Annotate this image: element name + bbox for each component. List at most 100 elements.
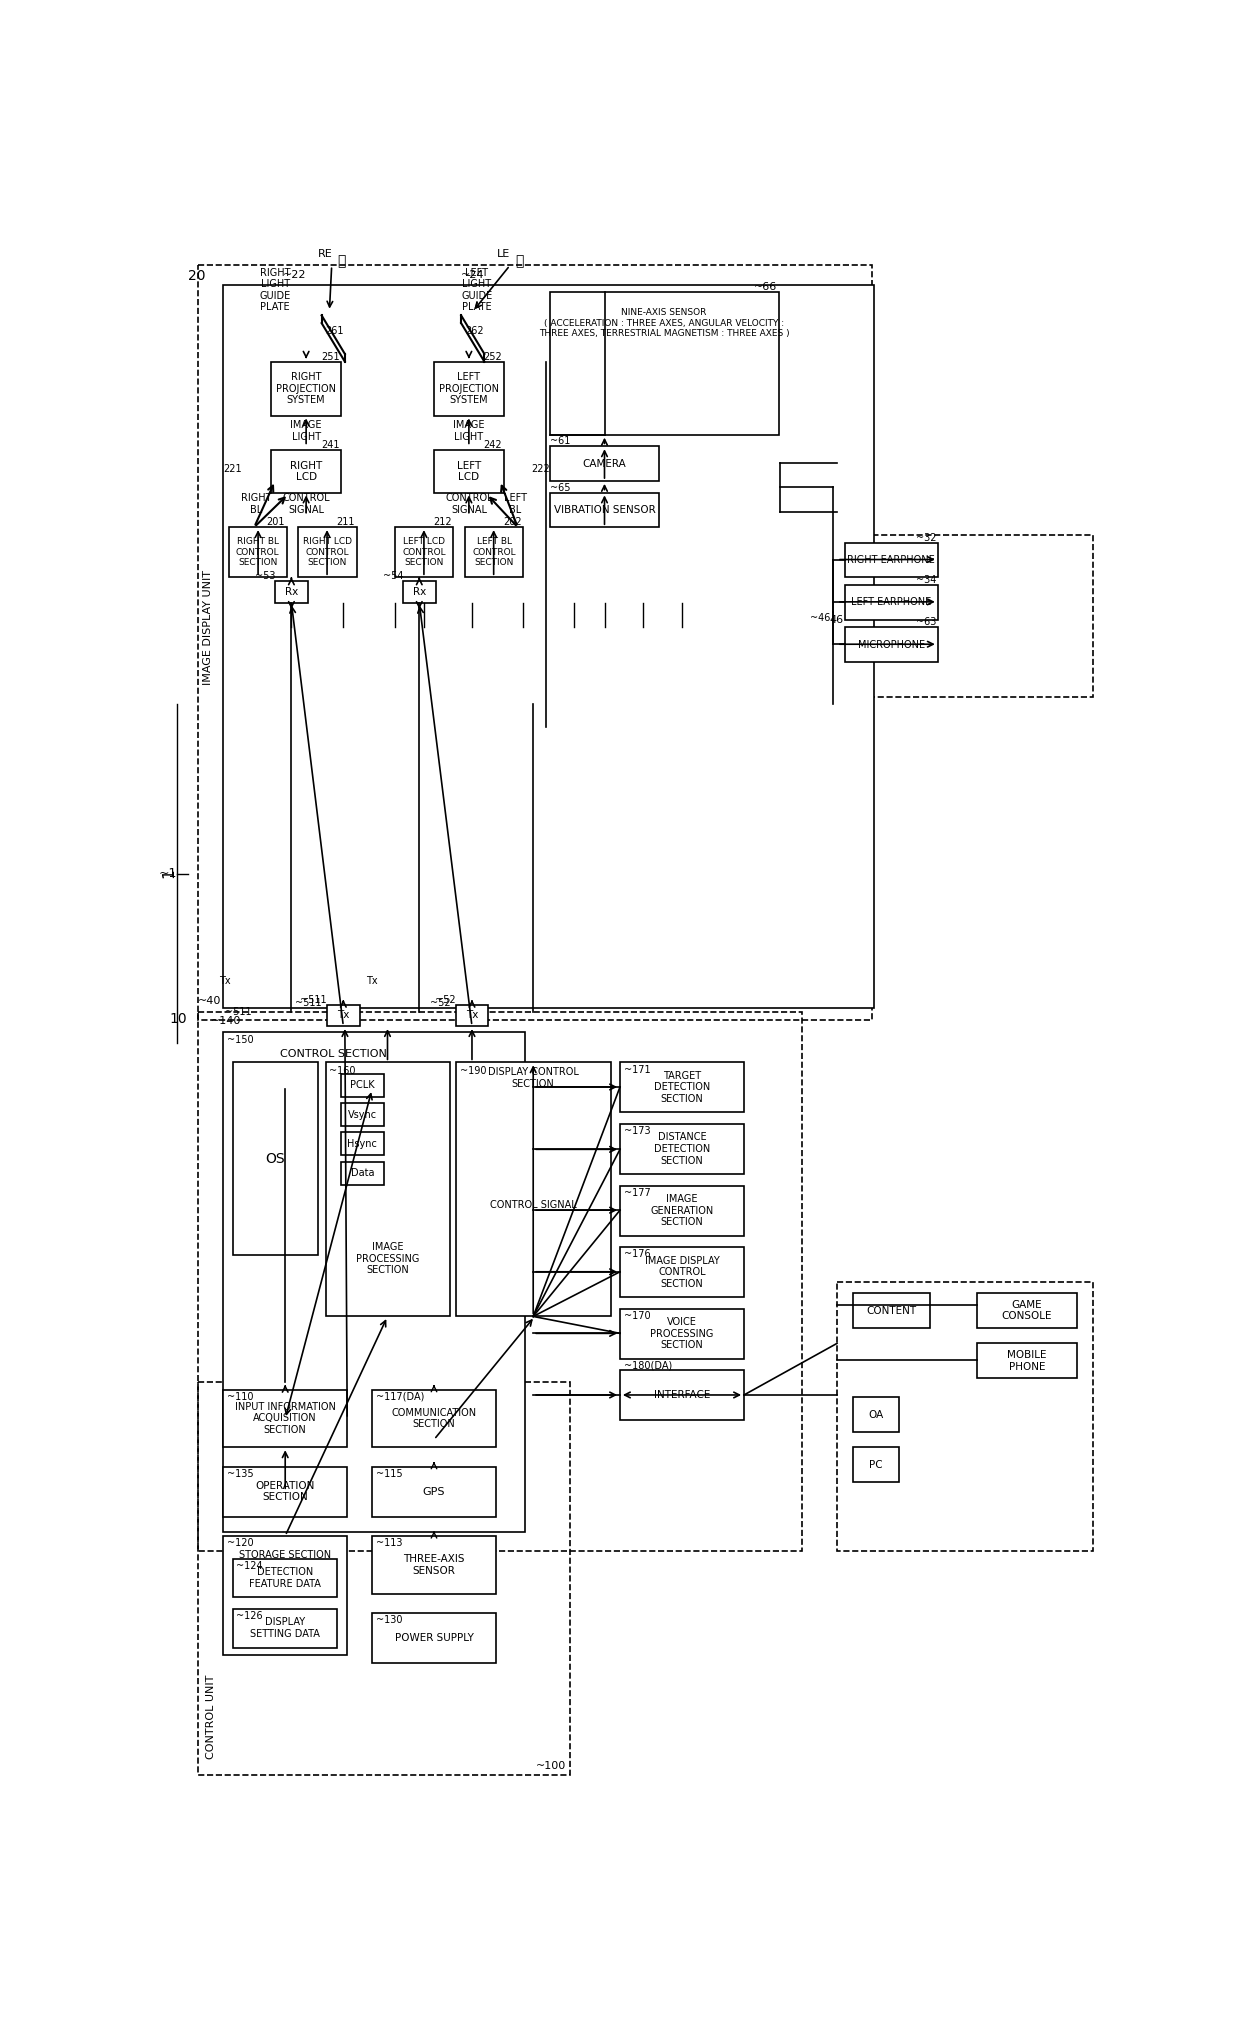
- Bar: [844, 628, 937, 662]
- Text: DISTANCE
DETECTION
SECTION: DISTANCE DETECTION SECTION: [653, 1133, 711, 1165]
- Text: ~46: ~46: [811, 614, 831, 624]
- Bar: [233, 1062, 317, 1256]
- Bar: [372, 1536, 496, 1593]
- Text: LEFT
LCD: LEFT LCD: [456, 460, 481, 483]
- Text: ~124: ~124: [237, 1561, 263, 1571]
- Text: DISPLAY CONTROL
SECTION: DISPLAY CONTROL SECTION: [487, 1066, 579, 1088]
- Text: GAME
CONSOLE: GAME CONSOLE: [1002, 1300, 1052, 1322]
- Text: ~135: ~135: [227, 1470, 254, 1478]
- Bar: [844, 543, 937, 577]
- Text: ~173: ~173: [624, 1127, 651, 1137]
- Text: ~54: ~54: [382, 571, 403, 581]
- Text: Tx: Tx: [466, 1010, 479, 1020]
- Text: Vsync: Vsync: [347, 1110, 377, 1121]
- Text: CONTROL SIGNAL: CONTROL SIGNAL: [490, 1199, 577, 1209]
- Bar: [465, 527, 523, 577]
- Text: LEFT LCD
CONTROL
SECTION: LEFT LCD CONTROL SECTION: [403, 537, 446, 567]
- Bar: [396, 527, 454, 577]
- Bar: [325, 1062, 449, 1316]
- Text: 10: 10: [170, 1012, 187, 1026]
- Bar: [620, 1371, 744, 1421]
- Bar: [434, 450, 503, 493]
- Text: CONTENT: CONTENT: [867, 1306, 916, 1316]
- Text: CAMERA: CAMERA: [583, 458, 626, 468]
- Text: ~110: ~110: [227, 1391, 253, 1401]
- Bar: [456, 1005, 489, 1026]
- Bar: [620, 1248, 744, 1296]
- Text: OS: OS: [265, 1151, 285, 1165]
- Bar: [372, 1466, 496, 1516]
- Text: MICROPHONE: MICROPHONE: [858, 640, 925, 650]
- Text: LEFT
BL: LEFT BL: [503, 493, 527, 515]
- Bar: [197, 1381, 569, 1775]
- Bar: [233, 1609, 337, 1648]
- Text: ~117(DA): ~117(DA): [376, 1391, 424, 1401]
- Bar: [341, 1074, 383, 1096]
- Text: ~170: ~170: [624, 1310, 651, 1320]
- Text: Tx: Tx: [366, 977, 378, 987]
- Text: LEFT
PROJECTION
SYSTEM: LEFT PROJECTION SYSTEM: [439, 371, 498, 406]
- Text: LE: LE: [497, 248, 511, 258]
- Bar: [228, 527, 286, 577]
- Bar: [853, 1294, 930, 1329]
- Text: VIBRATION SENSOR: VIBRATION SENSOR: [553, 505, 656, 515]
- Bar: [434, 361, 503, 416]
- Text: IMAGE DISPLAY UNIT: IMAGE DISPLAY UNIT: [202, 569, 213, 684]
- Bar: [620, 1308, 744, 1359]
- Text: ~150: ~150: [227, 1036, 254, 1046]
- Text: ~177: ~177: [624, 1187, 651, 1197]
- Text: ~511: ~511: [300, 995, 327, 1005]
- Text: RIGHT BL
CONTROL
SECTION: RIGHT BL CONTROL SECTION: [236, 537, 279, 567]
- Bar: [620, 1125, 744, 1173]
- Text: LEFT BL
CONTROL
SECTION: LEFT BL CONTROL SECTION: [472, 537, 516, 567]
- Text: Tx: Tx: [219, 977, 231, 987]
- Bar: [341, 1102, 383, 1127]
- Text: Data: Data: [351, 1169, 374, 1179]
- Text: ~52: ~52: [430, 997, 451, 1007]
- Bar: [853, 1397, 899, 1431]
- Bar: [223, 1032, 526, 1532]
- Bar: [403, 581, 435, 602]
- Text: ~66: ~66: [754, 283, 777, 293]
- Text: IMAGE
PROCESSING
SECTION: IMAGE PROCESSING SECTION: [356, 1242, 419, 1276]
- Bar: [223, 1466, 347, 1516]
- Text: DISPLAY
SETTING DATA: DISPLAY SETTING DATA: [250, 1617, 320, 1639]
- Text: ~24: ~24: [461, 271, 485, 279]
- Text: ~171: ~171: [624, 1064, 651, 1074]
- Text: IMAGE
LIGHT: IMAGE LIGHT: [453, 420, 485, 442]
- Text: CONTROL
SIGNAL: CONTROL SIGNAL: [445, 493, 492, 515]
- Bar: [197, 264, 872, 1020]
- Text: OA: OA: [868, 1409, 883, 1419]
- Text: LEFT EARPHONE: LEFT EARPHONE: [851, 598, 931, 608]
- Text: ~1: ~1: [159, 868, 176, 880]
- Bar: [551, 446, 658, 481]
- Text: ~180(DA): ~180(DA): [624, 1361, 672, 1371]
- Bar: [977, 1294, 1078, 1329]
- Text: 1: 1: [161, 868, 176, 878]
- Bar: [620, 1062, 744, 1112]
- Text: ~65: ~65: [551, 483, 570, 493]
- Text: PCLK: PCLK: [350, 1080, 374, 1090]
- Text: NINE-AXIS SENSOR
( ACCELERATION : THREE AXES, ANGULAR VELOCITY :
THREE AXES, TER: NINE-AXIS SENSOR ( ACCELERATION : THREE …: [539, 309, 790, 337]
- Bar: [233, 1559, 337, 1597]
- Text: RIGHT
LCD: RIGHT LCD: [290, 460, 322, 483]
- Text: 201: 201: [267, 517, 285, 527]
- Bar: [551, 493, 658, 527]
- Text: DETECTION
FEATURE DATA: DETECTION FEATURE DATA: [249, 1567, 321, 1589]
- Text: POWER SUPPLY: POWER SUPPLY: [394, 1633, 474, 1643]
- Text: 20: 20: [187, 269, 205, 283]
- Text: 242: 242: [484, 440, 502, 450]
- Bar: [456, 1062, 611, 1316]
- Bar: [837, 1282, 1092, 1551]
- Text: 251: 251: [321, 351, 340, 361]
- Bar: [620, 1185, 744, 1236]
- Text: 221: 221: [223, 464, 242, 474]
- Text: 261: 261: [325, 325, 343, 335]
- Text: ~61: ~61: [551, 436, 570, 446]
- Text: 241: 241: [321, 440, 340, 450]
- Text: ~140: ~140: [211, 1016, 241, 1026]
- Text: RIGHT
PROJECTION
SYSTEM: RIGHT PROJECTION SYSTEM: [277, 371, 336, 406]
- Text: ~100: ~100: [536, 1761, 565, 1771]
- Text: PC: PC: [869, 1460, 883, 1470]
- Text: 211: 211: [336, 517, 355, 527]
